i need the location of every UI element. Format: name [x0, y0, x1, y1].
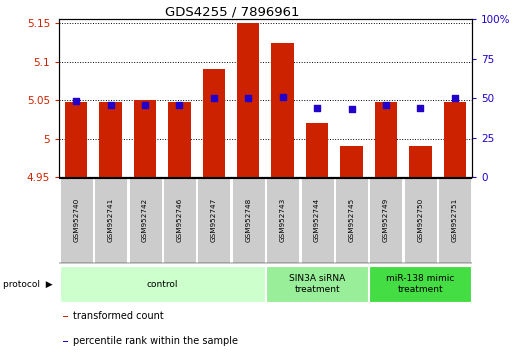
Text: GSM952740: GSM952740 — [73, 198, 79, 242]
FancyBboxPatch shape — [266, 178, 299, 263]
FancyBboxPatch shape — [266, 266, 368, 302]
Text: GSM952747: GSM952747 — [211, 198, 217, 242]
Bar — [374, 102, 397, 177]
Point — [244, 95, 252, 101]
Point — [382, 102, 390, 107]
FancyBboxPatch shape — [369, 266, 471, 302]
FancyBboxPatch shape — [94, 178, 127, 263]
FancyBboxPatch shape — [163, 178, 196, 263]
Text: GSM952751: GSM952751 — [452, 198, 458, 242]
Bar — [237, 23, 260, 177]
Text: GSM952742: GSM952742 — [142, 198, 148, 242]
Text: percentile rank within the sample: percentile rank within the sample — [73, 336, 238, 346]
Text: miR-138 mimic
treatment: miR-138 mimic treatment — [386, 274, 455, 294]
Title: GDS4255 / 7896961: GDS4255 / 7896961 — [165, 5, 300, 18]
Text: control: control — [147, 280, 178, 289]
FancyBboxPatch shape — [335, 178, 368, 263]
FancyBboxPatch shape — [60, 266, 265, 302]
Point — [141, 102, 149, 107]
FancyBboxPatch shape — [404, 178, 437, 263]
Bar — [63, 341, 68, 342]
Text: GSM952750: GSM952750 — [418, 198, 423, 242]
Bar — [203, 69, 225, 177]
Bar — [63, 316, 68, 317]
Bar — [100, 102, 122, 177]
Text: protocol  ▶: protocol ▶ — [3, 280, 52, 289]
Bar — [340, 146, 363, 177]
Text: GSM952748: GSM952748 — [245, 198, 251, 242]
FancyBboxPatch shape — [129, 178, 162, 263]
Point — [450, 95, 459, 101]
Text: transformed count: transformed count — [73, 312, 164, 321]
Bar — [444, 102, 466, 177]
Point — [279, 94, 287, 99]
Text: GSM952743: GSM952743 — [280, 198, 286, 242]
Point — [107, 102, 115, 107]
Point — [210, 95, 218, 101]
Bar — [306, 123, 328, 177]
FancyBboxPatch shape — [438, 178, 471, 263]
FancyBboxPatch shape — [369, 178, 402, 263]
Point — [313, 105, 321, 110]
Point — [175, 102, 184, 107]
Text: SIN3A siRNA
treatment: SIN3A siRNA treatment — [289, 274, 345, 294]
FancyBboxPatch shape — [301, 178, 333, 263]
Bar — [409, 146, 431, 177]
Text: GSM952745: GSM952745 — [348, 198, 354, 242]
FancyBboxPatch shape — [60, 178, 93, 263]
Text: GSM952746: GSM952746 — [176, 198, 183, 242]
Bar — [271, 42, 294, 177]
FancyBboxPatch shape — [232, 178, 265, 263]
Bar — [65, 102, 87, 177]
FancyBboxPatch shape — [198, 178, 230, 263]
Point — [72, 98, 81, 104]
Text: GSM952744: GSM952744 — [314, 198, 320, 242]
Bar — [134, 100, 156, 177]
Text: GSM952749: GSM952749 — [383, 198, 389, 242]
Bar — [168, 102, 191, 177]
Text: GSM952741: GSM952741 — [108, 198, 113, 242]
Point — [416, 105, 424, 110]
Point — [347, 107, 356, 112]
